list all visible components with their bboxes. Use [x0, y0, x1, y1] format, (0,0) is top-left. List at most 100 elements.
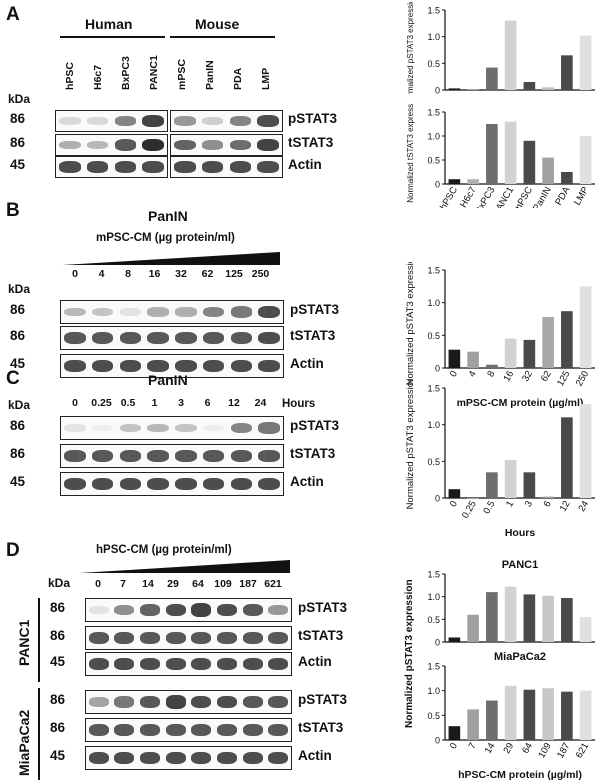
y-tick-label: 1.0	[427, 298, 440, 308]
blot-band	[258, 422, 280, 434]
y-tick-label: 1.0	[427, 592, 440, 602]
lane-label: 0.25	[91, 397, 112, 409]
bar	[486, 700, 498, 740]
bar	[504, 586, 517, 642]
blot-band	[216, 603, 237, 617]
blot-band	[242, 603, 263, 617]
blot-band	[175, 331, 197, 345]
blot-band	[202, 306, 225, 318]
group-line-mouse	[170, 36, 275, 38]
lane-label: 125	[225, 268, 243, 280]
bar	[523, 82, 536, 90]
blot-band	[257, 139, 279, 151]
blot-label: pSTAT3	[288, 111, 337, 126]
x-tick-label: 0.5	[481, 499, 497, 516]
blot-label: tSTAT3	[298, 720, 344, 735]
bar	[579, 136, 592, 184]
blot-band	[147, 423, 169, 433]
blot-strip	[85, 746, 292, 770]
blot-band	[175, 423, 197, 433]
blot-band	[140, 695, 161, 709]
cell-line-label-panc1: PANC1	[16, 619, 32, 666]
chart-d-panc1: 0 0.5 1.0 1.5 PANC1	[427, 559, 595, 648]
y-axis-label: Normalized tSTAT3 expression	[406, 104, 415, 203]
blot-band	[147, 331, 169, 345]
blot-label: tSTAT3	[290, 446, 336, 461]
x-tick-label: 0	[448, 741, 460, 751]
y-tick-label: 0.5	[427, 615, 440, 625]
mw-marker: 45	[50, 748, 66, 763]
blot-band	[88, 657, 109, 671]
blot-label: tSTAT3	[290, 328, 336, 343]
blot-band	[216, 751, 237, 765]
bar	[504, 685, 517, 740]
panel-letter-c: C	[6, 368, 20, 389]
shared-ylabel-d: Normalized pSTAT3 expression	[404, 579, 415, 728]
lane-label: PDA	[232, 67, 244, 90]
x-tick-label: 187	[555, 741, 572, 760]
blot-band	[114, 631, 135, 645]
x-tick-label: 8	[485, 369, 497, 379]
blot-band	[268, 604, 289, 616]
lane-label: 187	[239, 578, 257, 590]
chart-d-miapaca2: 00.51.01.50 7 14 29 64 109 187 621MiaPaCa2hPSC-…	[427, 651, 595, 781]
bar	[467, 614, 479, 642]
y-tick-label: 1.5	[427, 108, 440, 118]
blot-band	[242, 657, 263, 671]
blot-band	[59, 161, 81, 173]
x-tick-label: 0.25	[460, 499, 479, 521]
blot-band	[230, 331, 253, 345]
y-tick-label: 1.0	[427, 32, 440, 42]
lane-label: 250	[251, 268, 270, 280]
mw-marker: 86	[10, 135, 26, 150]
bar	[523, 594, 536, 642]
y-tick-label: 1.5	[427, 384, 440, 394]
blot-band	[174, 139, 196, 151]
blot-label: tSTAT3	[288, 135, 334, 150]
panel-letter-d: D	[6, 540, 20, 561]
blot-band	[88, 606, 109, 614]
x-tick-label: 109	[536, 741, 553, 760]
x-tick-label: 14	[483, 741, 498, 756]
blot-band	[216, 723, 237, 737]
bar	[561, 417, 573, 498]
blot-strip	[85, 718, 292, 742]
blot-band	[268, 723, 289, 737]
blot-band	[165, 723, 186, 737]
blot-label: Actin	[290, 356, 324, 371]
blot-band	[147, 359, 169, 373]
blot-strip	[55, 134, 168, 156]
y-axis-label: Normalized pSTAT3 expression	[405, 380, 416, 509]
bar	[467, 709, 479, 740]
bar	[523, 339, 536, 368]
bar	[523, 472, 536, 498]
blot-strip	[60, 300, 284, 324]
blot-band	[142, 138, 164, 152]
lane-label: 109	[214, 578, 232, 590]
blot-band	[201, 161, 224, 173]
lane-label: PANC1	[148, 55, 160, 90]
y-tick-label: 0	[435, 180, 440, 190]
lane-label: 8	[125, 268, 131, 280]
y-tick-label: 0	[435, 364, 440, 374]
blot-band	[59, 140, 81, 150]
y-tick-label: 1.0	[427, 420, 440, 430]
kda-label-d: kDa	[48, 576, 71, 590]
blot-band	[91, 307, 114, 317]
lane-label: LMP	[260, 67, 272, 90]
blot-band	[140, 657, 161, 671]
blot-band	[114, 723, 135, 737]
mw-marker: 45	[50, 654, 66, 669]
blot-band	[114, 657, 135, 671]
x-tick-label: 24	[576, 499, 591, 514]
bar	[579, 690, 592, 740]
panel-letter-b: B	[6, 200, 20, 221]
blot-label: Actin	[298, 654, 332, 669]
blot-band	[229, 116, 252, 126]
cell-line-label-miapaca2: MiaPaCa2	[16, 709, 32, 776]
blot-band	[202, 424, 225, 432]
blot-band	[114, 116, 137, 126]
bar	[448, 726, 461, 740]
blot-band	[202, 477, 225, 491]
blot-band	[165, 631, 186, 645]
